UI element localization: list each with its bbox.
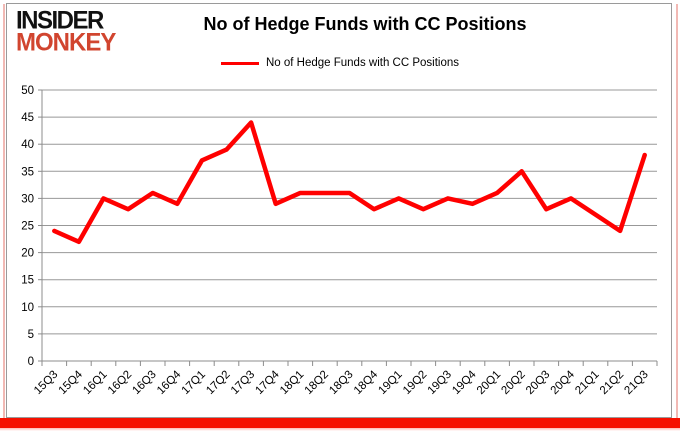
y-axis-label: 40 <box>21 139 34 151</box>
y-axis-label: 15 <box>21 275 34 287</box>
x-axis-label: 15Q4 <box>57 368 86 397</box>
y-axis-label: 5 <box>28 329 34 341</box>
y-axis-label: 20 <box>21 248 34 260</box>
chart-title: No of Hedge Funds with CC Positions <box>203 14 527 34</box>
right-shadow-line <box>676 4 678 427</box>
x-axis-label: 16Q4 <box>155 368 184 397</box>
x-axis-label: 17Q4 <box>253 368 282 397</box>
y-axis-label: 10 <box>21 302 34 314</box>
x-axis-label: 18Q4 <box>352 368 381 397</box>
bottom-accent-fade <box>0 428 680 431</box>
logo-text-monkey: MONKEY <box>16 28 116 57</box>
x-axis-label: 20Q3 <box>524 369 552 397</box>
y-axis-label: 25 <box>21 221 34 233</box>
x-axis-label: 18Q2 <box>303 369 331 397</box>
x-axis-label: 18Q1 <box>278 369 306 397</box>
x-axis-label: 19Q2 <box>401 369 429 397</box>
y-axis-label: 30 <box>21 193 34 205</box>
legend: No of Hedge Funds with CC Positions <box>0 57 680 69</box>
chart-border-frame <box>6 3 672 418</box>
x-axis-label: 20Q2 <box>499 369 527 397</box>
x-axis-label: 20Q4 <box>549 368 578 397</box>
x-axis-label: 19Q3 <box>426 369 454 397</box>
logo-text-insider: INSIDER <box>16 6 104 35</box>
insider-monkey-logo: INSIDER MONKEY <box>16 6 116 57</box>
x-axis-label: 21Q2 <box>598 369 626 397</box>
y-axis-label: 0 <box>28 356 34 368</box>
x-axis-label: 21Q1 <box>573 369 601 397</box>
bottom-accent-bar <box>0 418 680 428</box>
x-axis-label: 15Q3 <box>32 369 60 397</box>
x-axis-label: 17Q2 <box>204 369 232 397</box>
x-axis-label: 16Q3 <box>130 369 158 397</box>
legend-line-swatch <box>220 61 259 65</box>
legend-label: No of Hedge Funds with CC Positions <box>265 57 460 69</box>
y-axis-label: 35 <box>21 166 34 178</box>
x-axis-label: 20Q1 <box>475 369 503 397</box>
x-axis-label: 21Q3 <box>622 369 650 397</box>
left-shadow-line <box>3 4 5 427</box>
x-axis-label: 17Q1 <box>180 369 208 397</box>
y-axis-label: 50 <box>21 85 34 97</box>
y-axis-label: 45 <box>21 112 34 124</box>
x-axis-label: 16Q2 <box>106 369 134 397</box>
x-axis-label: 17Q3 <box>229 369 257 397</box>
x-axis-label: 16Q1 <box>81 369 109 397</box>
x-axis-label: 19Q1 <box>376 369 404 397</box>
x-axis-label: 19Q4 <box>450 368 479 397</box>
x-axis-label: 18Q3 <box>327 369 355 397</box>
data-line-series <box>52 120 647 245</box>
